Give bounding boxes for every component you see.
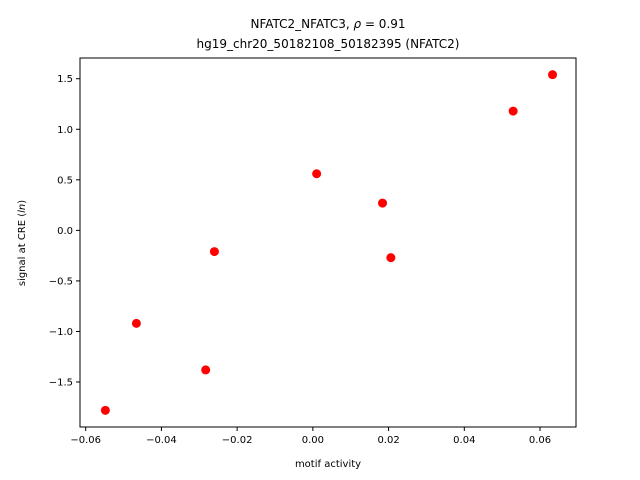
y-tick-label: 0.5 [57,175,73,186]
x-tick-label: 0.02 [377,435,399,446]
y-tick-label: −1.5 [49,378,73,389]
data-point [386,253,396,263]
chart-title-line2: hg19_chr20_50182108_50182395 (NFATC2) [197,37,460,51]
data-point [508,106,518,116]
y-axis-label: signal at CRE (ln) [17,200,28,286]
data-point [209,247,219,257]
y-tick-label: −0.5 [49,276,73,287]
axes-frame [79,57,577,428]
y-tick-label: 1.0 [57,125,73,136]
data-point [100,405,110,415]
y-tick-label: 1.5 [57,74,73,85]
plot-area: −0.06 −0.04 −0.02 0.00 0.02 0.04 0.06 −1.5 −1.0 −… [49,70,558,446]
x-axis-label: motif activity [295,459,361,470]
data-point [548,70,558,80]
x-tick-label: −0.02 [222,435,253,446]
x-tick-label: 0.00 [302,435,324,446]
data-point [131,318,141,328]
x-tick-label: −0.04 [146,435,177,446]
data-point [201,365,211,375]
y-tick-label: −1.0 [49,327,73,338]
data-point [378,198,388,208]
x-tick-label: −0.06 [70,435,101,446]
y-tick-label: 0.0 [57,226,73,237]
chart-title-line1: NFATC2_NFATC3, ρ = 0.91 [250,17,405,31]
x-tick-label: 0.04 [453,435,475,446]
data-point [312,169,322,179]
x-tick-label: 0.06 [529,435,551,446]
